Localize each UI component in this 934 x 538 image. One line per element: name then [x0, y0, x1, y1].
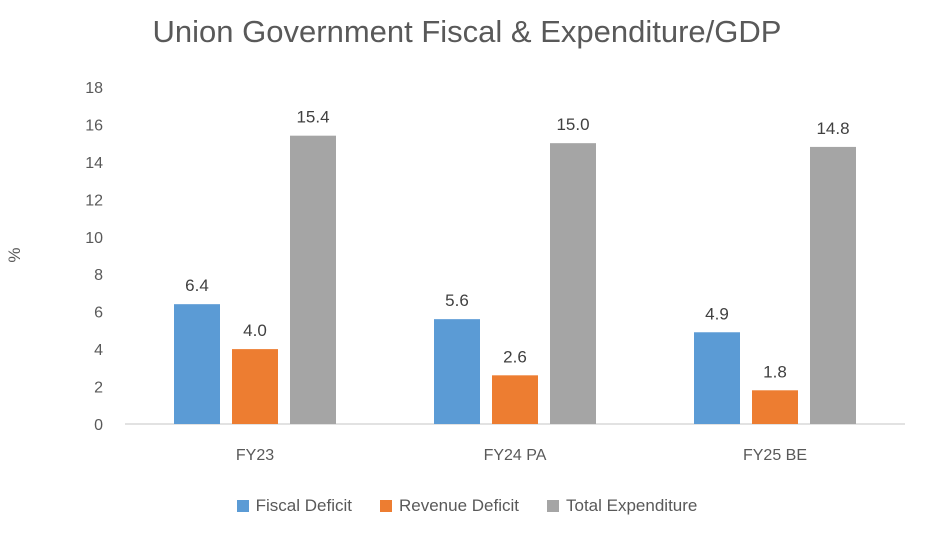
x-tick-label: FY25 BE — [743, 447, 807, 464]
y-tick-label: 4 — [94, 342, 103, 359]
data-label: 5.6 — [445, 291, 469, 310]
legend-label: Revenue Deficit — [398, 496, 519, 515]
legend-item: Fiscal Deficit — [236, 496, 352, 516]
bars-group — [174, 135, 856, 424]
legend: Fiscal Deficit Revenue Deficit Total Expen… — [0, 496, 934, 516]
data-label: 6.4 — [185, 276, 209, 295]
data-label: 15.0 — [556, 115, 589, 134]
y-tick-label: 18 — [85, 80, 103, 97]
legend-label: Total Expenditure — [566, 496, 698, 515]
bar-revenue-deficit-fy25-be — [752, 390, 798, 424]
y-tick-group: 0 2 4 6 8 10 12 14 16 18 — [85, 80, 103, 434]
y-tick-label: 2 — [94, 380, 103, 397]
y-tick-label: 12 — [85, 192, 103, 209]
data-label: 15.4 — [296, 108, 329, 127]
legend-label: Fiscal Deficit — [255, 496, 352, 515]
x-tick-label: FY23 — [236, 447, 274, 464]
bar-total-expenditure-fy24-pa — [550, 143, 596, 424]
y-axis-title: % — [5, 247, 24, 262]
legend-swatch — [379, 500, 392, 512]
y-tick-label: 16 — [85, 117, 103, 134]
data-labels-group: 6.4 4.0 15.4 5.6 2.6 15.0 4.9 1.8 14.8 — [185, 108, 849, 382]
chart-title: Union Government Fiscal & Expenditure/GD… — [152, 14, 782, 49]
data-label: 1.8 — [763, 362, 787, 381]
bar-fiscal-deficit-fy24-pa — [434, 319, 480, 424]
y-tick-label: 10 — [85, 230, 103, 247]
x-tick-label: FY24 PA — [484, 447, 547, 464]
data-label: 4.0 — [243, 321, 267, 340]
bar-revenue-deficit-fy24-pa — [492, 375, 538, 424]
data-label: 14.8 — [816, 119, 849, 138]
legend-item: Total Expenditure — [547, 496, 697, 516]
data-label: 2.6 — [503, 347, 527, 366]
legend-swatch — [236, 500, 249, 512]
bar-total-expenditure-fy25-be — [810, 146, 856, 424]
bar-revenue-deficit-fy23 — [232, 349, 278, 424]
y-tick-label: 0 — [94, 417, 103, 434]
y-tick-label: 8 — [94, 267, 103, 284]
data-label: 4.9 — [705, 304, 729, 323]
legend-item: Revenue Deficit — [379, 496, 519, 516]
y-tick-label: 6 — [94, 305, 103, 322]
y-tick-label: 14 — [85, 155, 103, 172]
x-tick-group: FY23 FY24 PA FY25 BE — [236, 447, 807, 464]
bar-fiscal-deficit-fy23 — [174, 304, 220, 424]
bar-fiscal-deficit-fy25-be — [694, 332, 740, 424]
bar-total-expenditure-fy23 — [290, 135, 336, 424]
legend-swatch — [547, 500, 559, 512]
